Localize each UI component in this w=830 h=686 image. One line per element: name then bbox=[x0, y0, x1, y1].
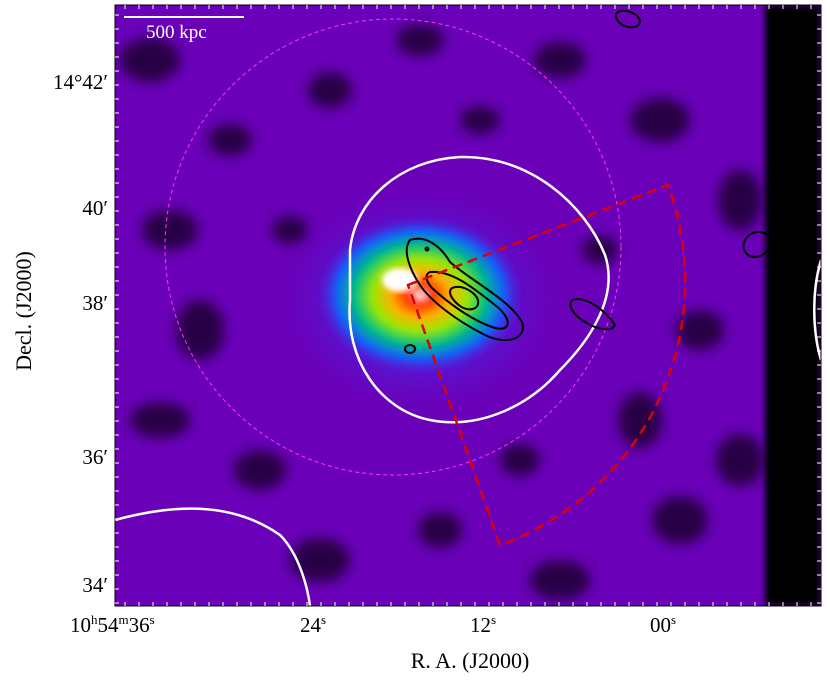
y-tick-label-1442: 14°42′ bbox=[53, 70, 108, 94]
white-contour-cluster bbox=[348, 155, 610, 424]
x-tick-label-12: 12s bbox=[470, 612, 497, 637]
x-tick-label-105436: 10h54m36s bbox=[70, 612, 155, 637]
white-contour-right-edge bbox=[813, 259, 821, 361]
analysis-sector bbox=[406, 183, 687, 547]
x-tick-label-24: 24s bbox=[300, 612, 327, 637]
r500-circle bbox=[164, 18, 622, 476]
y-tick-label-34: 34′ bbox=[82, 573, 108, 597]
y-tick-label-36: 36′ bbox=[82, 445, 108, 469]
y-axis-title: Decl. (J2000) bbox=[11, 251, 36, 371]
frame-ticks bbox=[115, 5, 821, 606]
x-tick-label-00: 00s bbox=[650, 612, 677, 637]
y-tick-label-40: 40′ bbox=[82, 196, 108, 220]
plot-frame bbox=[114, 4, 822, 607]
radio-contours bbox=[404, 9, 772, 354]
image-area bbox=[115, 5, 821, 606]
cluster-core-emission bbox=[315, 215, 525, 375]
right-edge-dark-region bbox=[765, 5, 821, 606]
y-tick-label-38: 38′ bbox=[82, 291, 108, 315]
white-contour-lower-left bbox=[115, 507, 312, 606]
scalebar-label: 500 kpc bbox=[146, 22, 207, 43]
x-axis-title: R. A. (J2000) bbox=[410, 648, 530, 673]
